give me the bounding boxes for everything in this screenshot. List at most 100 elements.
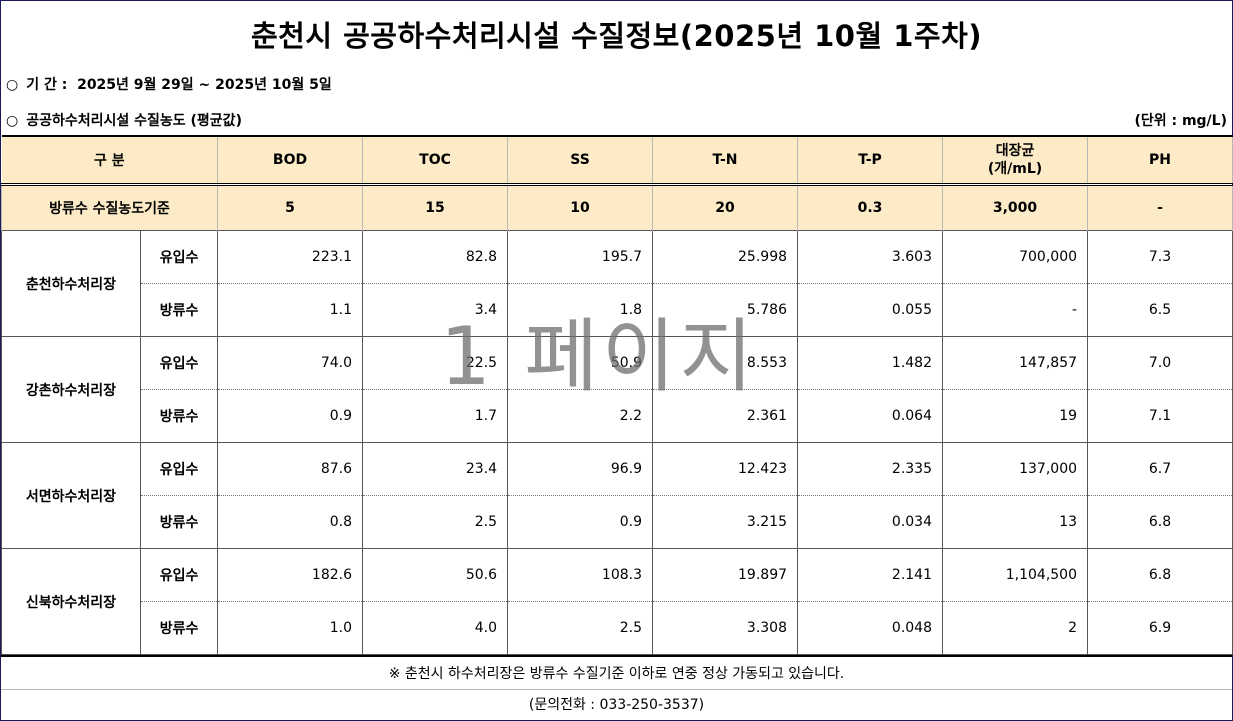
plant-name: 서면하수처리장 — [1, 442, 141, 549]
value-tn: 12.423 — [652, 442, 799, 496]
page-title: 춘천시 공공하수처리시설 수질정보(2025년 10월 1주차) — [250, 19, 983, 53]
value-bod: 1.1 — [217, 283, 364, 337]
table-header-row: 구 분 BOD TOC SS T-N T-P 대장균 (개/mL) PH — [1, 135, 1233, 185]
standard-row: 방류수 수질농도기준 5 15 10 20 0.3 3,000 - — [0, 184, 1233, 231]
header-coliform-label: 대장균 — [995, 143, 1035, 159]
value-toc: 3.4 — [362, 283, 509, 337]
standard-value: 5 — [217, 184, 364, 231]
section-label: 공공하수처리시설 수질농도 (평균값) — [26, 113, 242, 129]
value-tn: 2.361 — [652, 389, 799, 443]
value-toc: 4.0 — [362, 601, 509, 655]
value-ph: 7.1 — [1087, 389, 1233, 443]
value-tn: 3.308 — [652, 601, 799, 655]
sample-kind: 방류수 — [139, 389, 219, 443]
value-coliform: 19 — [942, 389, 1089, 443]
value-ss: 1.8 — [507, 283, 654, 337]
table-row: 서면하수처리장 유입수 87.6 23.4 96.9 12.423 2.335 … — [1, 442, 1233, 549]
value-tp: 1.482 — [797, 336, 944, 390]
sample-kind: 유입수 — [139, 336, 219, 390]
plant-name: 신북하수처리장 — [1, 548, 141, 655]
sample-kind: 유입수 — [139, 548, 219, 602]
value-ss: 2.5 — [507, 601, 654, 655]
unit-label: (단위 : mg/L) — [1134, 113, 1227, 129]
table-row: 방류수 1.0 4.0 2.5 3.308 0.048 2 6.9 — [2, 601, 1233, 655]
value-ss: 2.2 — [507, 389, 654, 443]
sample-kind: 유입수 — [139, 442, 219, 496]
value-bod: 0.9 — [217, 389, 364, 443]
sample-kind: 방류수 — [139, 283, 219, 337]
value-toc: 50.6 — [362, 548, 509, 602]
value-tp: 0.064 — [797, 389, 944, 443]
value-ph: 6.5 — [1087, 283, 1233, 337]
value-bod: 74.0 — [217, 336, 364, 390]
header-tp: T-P — [797, 135, 944, 185]
table-row: 방류수 0.8 2.5 0.9 3.215 0.034 13 6.8 — [2, 495, 1233, 549]
header-coliform-unit: (개/mL) — [987, 161, 1043, 177]
header-toc: TOC — [362, 135, 509, 185]
table-row: 춘천하수처리장 유입수 223.1 82.8 195.7 25.998 3.60… — [1, 230, 1233, 337]
plant-name: 춘천하수처리장 — [1, 230, 141, 337]
value-tp: 2.141 — [797, 548, 944, 602]
value-coliform: - — [942, 283, 1089, 337]
water-quality-table: 구 분 BOD TOC SS T-N T-P 대장균 (개/mL) PH 방류수… — [0, 135, 1233, 655]
value-ph: 6.8 — [1087, 548, 1233, 602]
value-bod: 182.6 — [217, 548, 364, 602]
value-ph: 6.8 — [1087, 495, 1233, 549]
standard-value: 10 — [507, 184, 654, 231]
period-value: 2025년 9월 29일 ~ 2025년 10월 5일 — [77, 77, 332, 93]
value-ph: 7.0 — [1087, 336, 1233, 390]
value-ss: 96.9 — [507, 442, 654, 496]
value-coliform: 2 — [942, 601, 1089, 655]
value-tn: 8.553 — [652, 336, 799, 390]
value-coliform: 700,000 — [942, 230, 1089, 284]
plant-name: 강촌하수처리장 — [1, 336, 141, 443]
header-bod: BOD — [217, 135, 364, 185]
table-row: 신북하수처리장 유입수 182.6 50.6 108.3 19.897 2.14… — [1, 548, 1233, 655]
period-label: 기 간 : — [26, 77, 68, 93]
standard-value: 20 — [652, 184, 799, 231]
value-ss: 50.9 — [507, 336, 654, 390]
header-coliform: 대장균 (개/mL) — [942, 135, 1089, 185]
sample-kind: 유입수 — [139, 230, 219, 284]
section-bullet: ○ — [6, 113, 19, 129]
standard-value: 3,000 — [942, 184, 1089, 231]
value-tp: 0.034 — [797, 495, 944, 549]
value-toc: 1.7 — [362, 389, 509, 443]
header-ss: SS — [507, 135, 654, 185]
value-tn: 19.897 — [652, 548, 799, 602]
value-bod: 0.8 — [217, 495, 364, 549]
value-tp: 3.603 — [797, 230, 944, 284]
value-coliform: 137,000 — [942, 442, 1089, 496]
value-tp: 0.048 — [797, 601, 944, 655]
standard-value: 0.3 — [797, 184, 944, 231]
section-heading: ○ 공공하수처리시설 수질농도 (평균값) — [6, 110, 242, 130]
value-tp: 0.055 — [797, 283, 944, 337]
table-row: 방류수 1.1 3.4 1.8 5.786 0.055 - 6.5 — [2, 283, 1233, 337]
standard-value: - — [1087, 184, 1233, 231]
value-tn: 3.215 — [652, 495, 799, 549]
header-division: 구 분 — [1, 135, 219, 185]
value-coliform: 1,104,500 — [942, 548, 1089, 602]
value-tn: 5.786 — [652, 283, 799, 337]
value-bod: 223.1 — [217, 230, 364, 284]
contact-line: (문의전화 : 033-250-3537) — [528, 696, 705, 713]
value-coliform: 147,857 — [942, 336, 1089, 390]
value-toc: 2.5 — [362, 495, 509, 549]
value-ph: 6.9 — [1087, 601, 1233, 655]
period-line: ○ 기 간 : 2025년 9월 29일 ~ 2025년 10월 5일 — [6, 74, 332, 94]
value-ph: 6.7 — [1087, 442, 1233, 496]
value-toc: 22.5 — [362, 336, 509, 390]
footnote: ※ 춘천시 하수처리장은 방류수 수질기준 이하로 연중 정상 가동되고 있습니… — [1, 655, 1232, 690]
value-ss: 195.7 — [507, 230, 654, 284]
period-bullet: ○ — [6, 77, 19, 93]
standard-label: 방류수 수질농도기준 — [0, 184, 219, 231]
value-ph: 7.3 — [1087, 230, 1233, 284]
value-ss: 108.3 — [507, 548, 654, 602]
value-tn: 25.998 — [652, 230, 799, 284]
value-toc: 82.8 — [362, 230, 509, 284]
value-ss: 0.9 — [507, 495, 654, 549]
value-bod: 87.6 — [217, 442, 364, 496]
standard-value: 15 — [362, 184, 509, 231]
value-toc: 23.4 — [362, 442, 509, 496]
table-row: 강촌하수처리장 유입수 74.0 22.5 50.9 8.553 1.482 1… — [1, 336, 1233, 443]
